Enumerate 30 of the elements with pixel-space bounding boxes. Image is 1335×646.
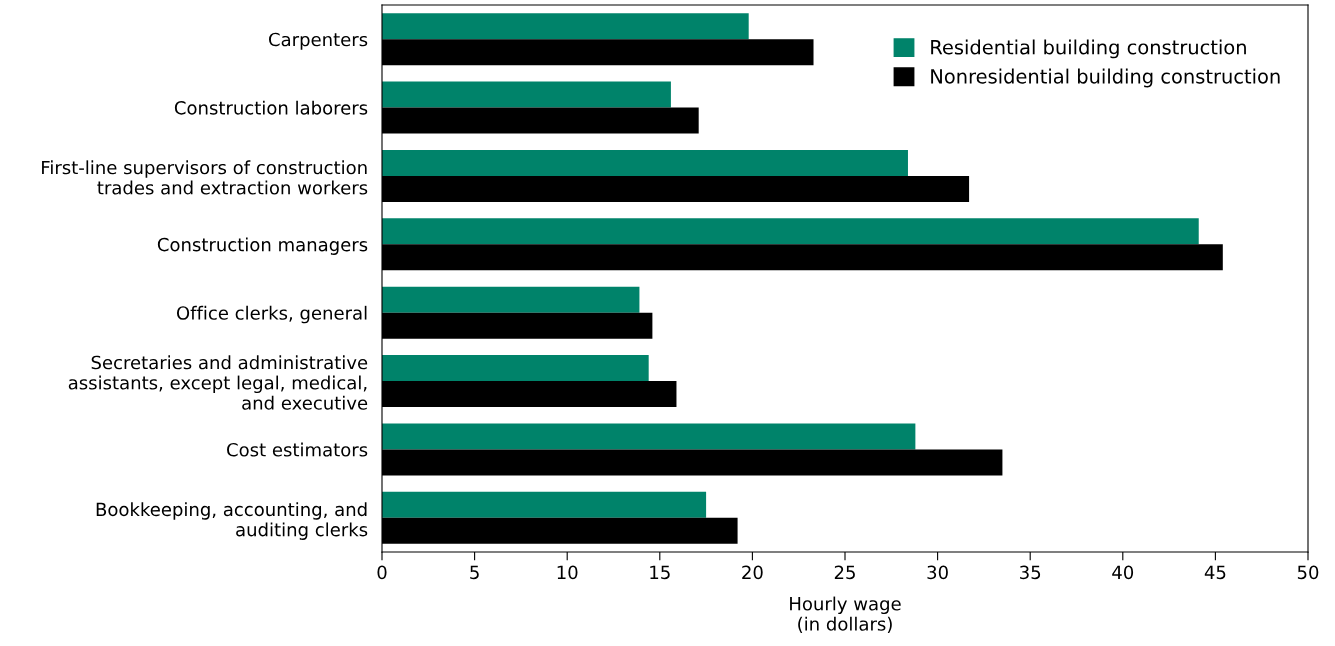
y-tick-label: Construction managers xyxy=(157,237,368,255)
x-tick-label: 0 xyxy=(377,565,387,580)
y-tick-label: Cost estimators xyxy=(227,442,368,457)
bar xyxy=(382,286,640,313)
x-tick-label: 30 xyxy=(927,565,948,580)
y-tick-label: First-line supervisors of construction trades and extraction workers xyxy=(42,160,368,195)
x-tick-label: 15 xyxy=(650,565,670,580)
bar xyxy=(382,149,908,176)
legend-label: Residential building construction xyxy=(931,39,1246,59)
y-tick-label: Carpenters xyxy=(269,32,368,50)
x-tick-label: 35 xyxy=(1020,565,1041,580)
x-tick-label: 10 xyxy=(557,565,578,580)
y-tick-label: Office clerks, general xyxy=(176,305,367,324)
x-tick-label: 5 xyxy=(470,565,479,580)
x-tick-label: 20 xyxy=(742,565,763,580)
bar xyxy=(382,13,749,40)
legend-label: Nonresidential building construction xyxy=(931,68,1280,88)
x-tick-label: 40 xyxy=(1112,565,1134,580)
x-tick-label: 25 xyxy=(834,565,855,580)
bar xyxy=(382,491,707,518)
y-tick-label: Bookkeeping, accounting, and auditing clerks xyxy=(96,502,368,540)
bar xyxy=(382,218,1199,245)
x-tick-label: 50 xyxy=(1297,565,1319,580)
bar xyxy=(382,355,649,382)
bar xyxy=(382,423,916,450)
y-tick-label: Secretaries and administrative assistants, except legal, medical, and executive xyxy=(68,355,368,410)
x-tick-label: 45 xyxy=(1204,565,1226,580)
x-axis-title: Hourly wage (in dollars) xyxy=(790,596,901,633)
y-tick-label: Construction laborers xyxy=(174,100,368,115)
bar xyxy=(382,81,671,108)
